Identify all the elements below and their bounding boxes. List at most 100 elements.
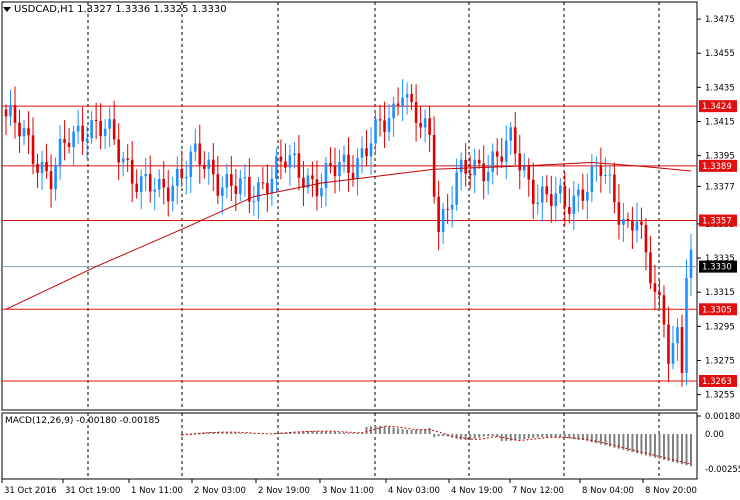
candle-body	[202, 164, 206, 169]
candle-body	[22, 128, 26, 137]
time-axis-label: 31 Oct 19:00	[65, 486, 120, 496]
candle-body	[225, 174, 229, 188]
macd-tick-label: 0.00	[705, 430, 724, 440]
price-tick-label: 1.3475	[705, 15, 735, 25]
candle-body	[572, 195, 576, 214]
level-label-box	[699, 214, 737, 227]
candle-body	[99, 120, 102, 137]
candle-body	[112, 119, 116, 140]
macd-signal-line	[181, 425, 692, 465]
price-tick-label: 1.3415	[705, 117, 735, 127]
price-tick-label: 1.3435	[705, 83, 735, 93]
candle-body	[559, 185, 562, 194]
candle-body	[63, 138, 66, 143]
candle-body	[284, 161, 287, 168]
candle-body	[342, 154, 346, 162]
candle-body	[230, 174, 233, 187]
time-axis-label: 8 Nov 20:00	[645, 486, 697, 496]
candle-body	[581, 189, 585, 201]
candle-body	[302, 177, 305, 188]
candle-body	[27, 128, 30, 136]
candle-body	[153, 189, 157, 192]
candle-body	[221, 187, 224, 196]
candle-body	[595, 165, 598, 167]
candle-body	[680, 327, 684, 373]
candle-body	[81, 125, 84, 142]
candle-body	[193, 143, 197, 152]
candle-body	[405, 94, 409, 98]
current-price-label: 1.3330	[702, 263, 732, 273]
candle-body	[31, 135, 35, 164]
candle-body	[608, 174, 612, 176]
candle-body	[635, 221, 639, 231]
collapse-triangle-icon[interactable]	[3, 6, 11, 12]
candle-body	[374, 119, 377, 144]
candle-body	[72, 131, 75, 148]
candle-body	[126, 158, 129, 160]
candle-body	[189, 151, 193, 177]
candle-body	[338, 161, 341, 177]
candle-body	[94, 120, 98, 122]
time-axis-label: 31 Oct 2016	[4, 486, 57, 496]
candle-body	[504, 140, 508, 162]
candle-body	[622, 218, 625, 225]
price-tick-label: 1.3395	[705, 152, 735, 162]
candle-body	[613, 174, 616, 203]
candle-body	[468, 173, 472, 176]
candle-body	[685, 277, 688, 373]
candle-body	[626, 218, 630, 222]
candle-body	[378, 119, 382, 121]
candle-body	[540, 186, 544, 203]
candle-body	[365, 148, 368, 157]
candle-body	[45, 161, 48, 172]
current-price-box	[699, 260, 737, 273]
candle-body	[441, 208, 445, 232]
candle-body	[396, 103, 400, 106]
candle-body	[166, 187, 170, 202]
time-axis-label: 4 Nov 19:00	[451, 486, 503, 496]
candle-body	[563, 185, 567, 208]
time-axis-label: 1 Nov 11:00	[131, 486, 183, 496]
level-label-box	[699, 159, 737, 172]
level-label: 1.3424	[702, 102, 732, 112]
candle-body	[554, 193, 558, 207]
candle-body	[662, 295, 666, 325]
candle-body	[432, 134, 436, 197]
candle-body	[261, 182, 265, 184]
candle-body	[297, 153, 301, 178]
candle-body	[387, 118, 391, 132]
candle-body	[180, 168, 184, 179]
level-label: 1.3357	[702, 217, 732, 227]
candle-body	[671, 343, 675, 364]
price-tick-label: 1.3295	[705, 322, 735, 332]
candle-body	[207, 159, 211, 169]
candle-body	[90, 120, 93, 139]
candle-body	[644, 224, 648, 253]
candle-body	[9, 105, 12, 117]
candle-body	[67, 142, 71, 148]
candle-body	[667, 324, 670, 364]
candle-body	[175, 168, 179, 186]
candle-body	[117, 139, 120, 163]
candle-body	[18, 122, 21, 137]
candle-body	[549, 194, 553, 207]
price-pane-frame	[1, 1, 698, 411]
time-axis-label: 2 Nov 03:00	[194, 486, 246, 496]
candle-body	[135, 183, 138, 192]
candle-body	[360, 148, 364, 158]
candle-body	[446, 208, 449, 210]
candle-body	[500, 156, 504, 162]
time-axis-label: 7 Nov 12:00	[512, 486, 564, 496]
candle-body	[495, 151, 499, 157]
candle-body	[288, 155, 292, 168]
candle-body	[455, 172, 458, 205]
candle-body	[139, 176, 143, 192]
candle-body	[162, 178, 166, 188]
price-tick-label: 1.3315	[705, 288, 735, 298]
candle-body	[531, 179, 535, 204]
candle-body	[545, 186, 549, 195]
candle-body	[491, 151, 495, 173]
candle-body	[270, 178, 274, 194]
candle-body	[85, 138, 89, 142]
